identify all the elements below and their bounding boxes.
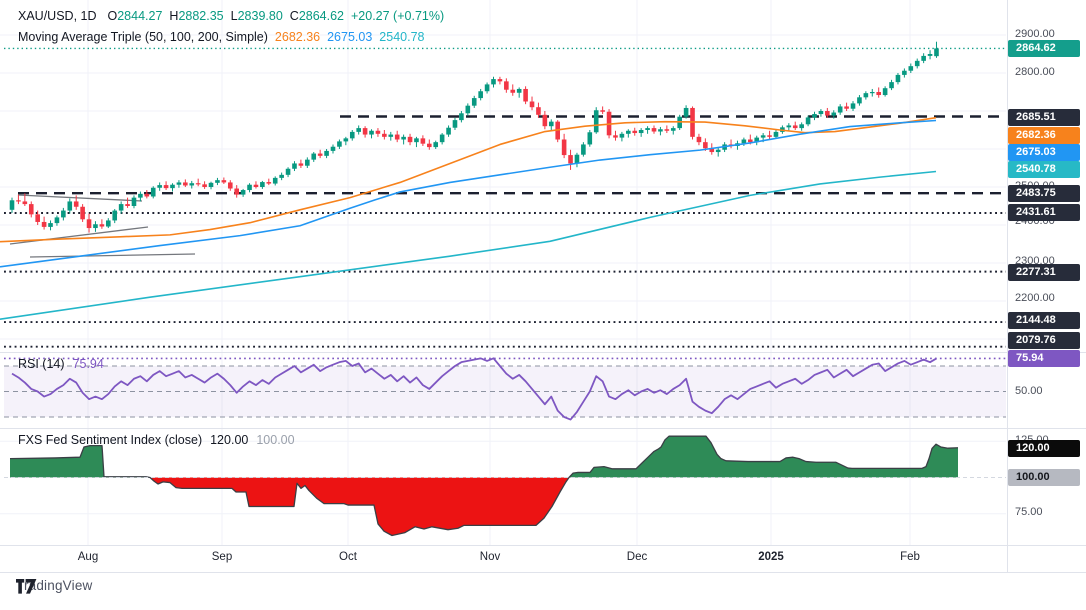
time-axis-label[interactable]: Nov (479, 551, 501, 563)
price-tick: 2800.00 (1015, 66, 1055, 78)
price-badge[interactable]: 2685.51 (1008, 108, 1080, 126)
price-badge[interactable]: 2675.03 (1008, 143, 1080, 161)
ma200-line (0, 170, 937, 321)
fxs-title: FXS Fed Sentiment Index (close) (18, 433, 203, 447)
symbol-legend[interactable]: XAU/USD, 1D O2844.27 H2882.35 L2839.80 C… (18, 9, 444, 23)
time-axis-label[interactable]: Feb (900, 551, 920, 563)
ma100-value: 2675.03 (327, 30, 373, 44)
price-badge[interactable]: 2431.61 (1008, 203, 1080, 221)
rsi-line (11, 357, 937, 421)
candlestick-series (9, 41, 939, 233)
price-tick: 75.00 (1015, 506, 1043, 518)
price-badge[interactable]: 2864.62 (1008, 39, 1080, 57)
rsi-legend[interactable]: RSI (14) 75.94 (18, 357, 104, 371)
price-tick: 2200.00 (1015, 292, 1055, 304)
price-badge[interactable]: 2277.31 (1008, 263, 1080, 281)
time-axis-label[interactable]: Dec (626, 551, 648, 563)
price-badge[interactable]: 2682.36 (1008, 126, 1080, 144)
symbol-title: XAU/USD, 1D (18, 9, 97, 23)
fxs-legend[interactable]: FXS Fed Sentiment Index (close) 120.00 1… (18, 433, 295, 447)
rsi-value: 75.94 (72, 357, 104, 371)
footer: TradingView (16, 578, 93, 595)
price-tick: 2900.00 (1015, 28, 1055, 40)
ohlc-change: +20.27 (+0.71%) (351, 9, 445, 23)
ma100-line (0, 119, 937, 268)
ohlc-close: C2864.62 (289, 9, 344, 23)
fxs-value-current: 120.00 (210, 433, 249, 447)
rsi-title: RSI (14) (18, 357, 65, 371)
ohlc-low: L2839.80 (230, 9, 283, 23)
ma50-value: 2682.36 (274, 30, 321, 44)
price-badge[interactable]: 120.00 (1008, 439, 1080, 457)
price-badge[interactable]: 100.00 (1008, 468, 1080, 486)
time-axis-label[interactable]: Oct (339, 551, 357, 563)
ma-title: Moving Average Triple (50, 100, 200, Sim… (18, 30, 268, 44)
fxs-value-baseline: 100.00 (256, 433, 295, 447)
price-badge[interactable]: 2144.48 (1008, 311, 1080, 329)
price-badge[interactable]: 2540.78 (1008, 160, 1080, 178)
time-axis-label[interactable]: 2025 (758, 551, 784, 563)
ma200-value: 2540.78 (379, 30, 425, 44)
ohlc-open: O2844.27 (107, 9, 163, 23)
price-badge[interactable]: 75.94 (1008, 349, 1080, 367)
time-axis-label[interactable]: Sep (211, 551, 233, 563)
time-axis-label[interactable]: Aug (77, 551, 99, 563)
price-badge[interactable]: 2483.75 (1008, 184, 1080, 202)
ma-legend[interactable]: Moving Average Triple (50, 100, 200, Sim… (18, 30, 424, 44)
ohlc-high: H2882.35 (169, 9, 224, 23)
price-tick: 50.00 (1015, 385, 1043, 397)
price-badge[interactable]: 2079.76 (1008, 331, 1080, 349)
tradingview-logo-icon[interactable] (16, 578, 37, 595)
